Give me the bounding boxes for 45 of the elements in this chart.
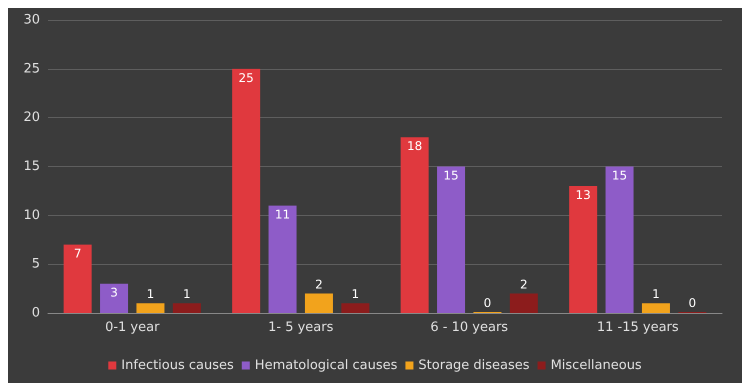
- bar: [437, 166, 466, 313]
- x-tick-label: 6 - 10 years: [430, 320, 508, 335]
- data-label: 1: [146, 287, 154, 302]
- bar: [569, 186, 598, 313]
- y-tick-label: 20: [23, 110, 40, 126]
- bar: [606, 166, 634, 313]
- bar: [136, 303, 164, 313]
- data-label: 0: [484, 296, 492, 310]
- data-label: 13: [576, 188, 591, 202]
- data-label: 7: [74, 246, 82, 261]
- data-label: 1: [652, 287, 660, 302]
- y-tick-label: 15: [23, 159, 40, 174]
- bar: [341, 303, 370, 313]
- data-label: 15: [612, 168, 628, 182]
- legend-label: Hematological causes: [254, 358, 398, 373]
- data-label: 2: [315, 277, 323, 292]
- bar: [232, 68, 260, 313]
- legend-label: Miscellaneous: [550, 358, 642, 373]
- legend-label: Infectious causes: [121, 358, 234, 373]
- x-tick-label: 11 -15 years: [596, 320, 679, 335]
- bar: [172, 303, 201, 313]
- data-label: 0: [688, 296, 696, 310]
- y-tick-label: 0: [32, 306, 40, 320]
- data-label: 18: [407, 139, 422, 154]
- bar: [642, 303, 670, 313]
- data-label: 15: [443, 168, 459, 182]
- x-tick-label: 0-1 year: [105, 320, 160, 335]
- legend-label: Storage diseases: [418, 358, 530, 373]
- bar: [400, 137, 429, 313]
- y-tick-label: 10: [23, 208, 40, 223]
- bar: [64, 244, 92, 313]
- x-tick-label: 1- 5 years: [268, 320, 334, 335]
- bar: [304, 293, 333, 313]
- data-label: 1: [183, 287, 191, 302]
- data-label: 1: [352, 287, 360, 302]
- y-tick-label: 25: [23, 61, 40, 76]
- data-label: 25: [238, 70, 254, 85]
- bar: [268, 206, 297, 313]
- y-tick-label: 5: [32, 256, 40, 272]
- data-label: 3: [110, 286, 118, 300]
- bar: [100, 284, 128, 313]
- bar: [510, 293, 538, 313]
- y-tick-label: 30: [23, 12, 40, 28]
- data-label: 2: [520, 277, 528, 292]
- data-label: 11: [274, 208, 290, 222]
